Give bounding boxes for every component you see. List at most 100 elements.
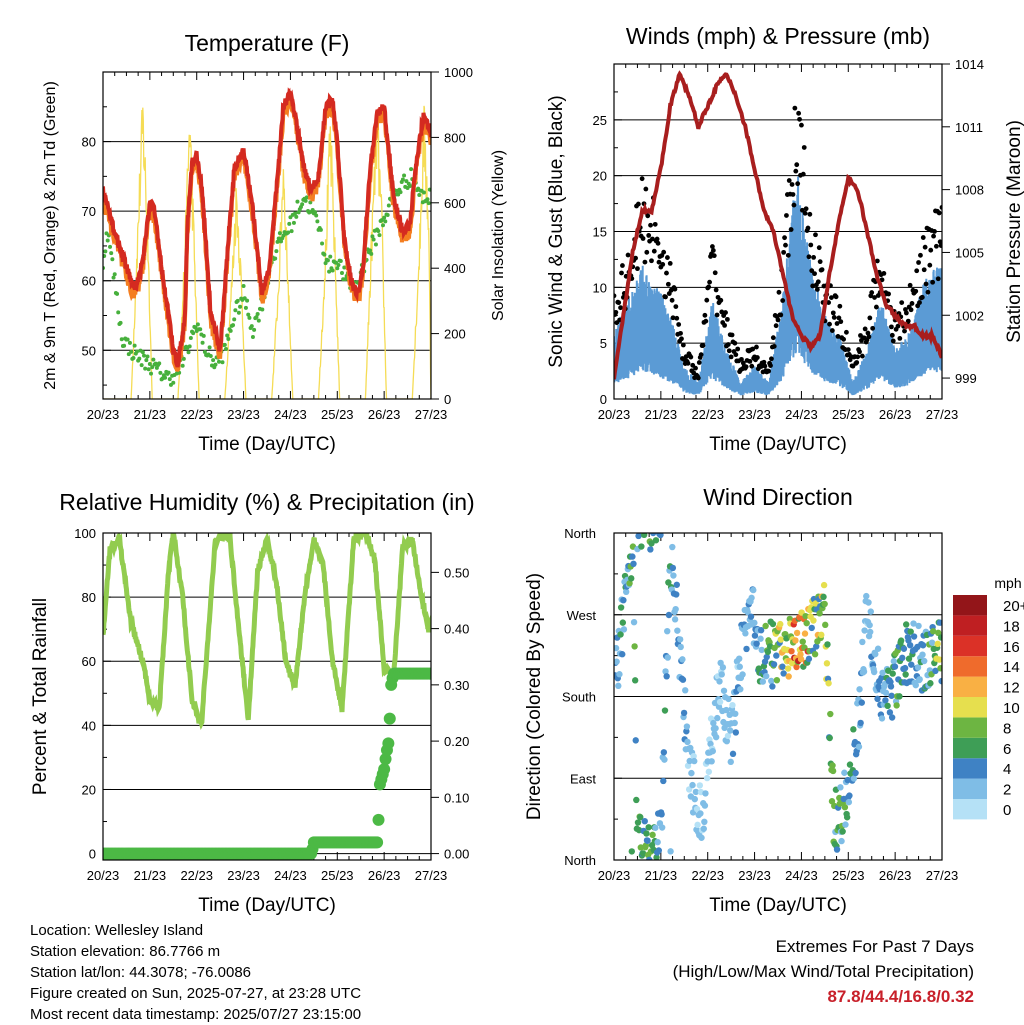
direction-point bbox=[764, 648, 772, 656]
gust-point bbox=[867, 315, 873, 321]
dewpoint-point bbox=[315, 219, 320, 224]
direction-point bbox=[683, 728, 690, 735]
dewpoint-point bbox=[216, 359, 221, 364]
dewpoint-point bbox=[276, 236, 281, 241]
x-axis-label: Time (Day/UTC) bbox=[198, 434, 336, 455]
gust-point bbox=[715, 294, 721, 300]
precip-point bbox=[379, 753, 392, 766]
direction-point bbox=[664, 654, 671, 661]
direction-point bbox=[897, 637, 905, 644]
direction-point bbox=[780, 670, 787, 677]
x-tick-label: 23/23 bbox=[227, 407, 260, 422]
direction-point bbox=[805, 655, 813, 663]
gust-point bbox=[635, 266, 640, 272]
gust-point bbox=[735, 346, 741, 352]
direction-point bbox=[614, 644, 620, 652]
gust-point bbox=[899, 300, 905, 306]
gust-point bbox=[780, 298, 786, 303]
gust-point bbox=[938, 243, 942, 248]
gust-point bbox=[806, 254, 812, 260]
gust-point bbox=[635, 201, 641, 207]
direction-point bbox=[901, 664, 909, 672]
dewpoint-point bbox=[139, 363, 144, 368]
dewpoint-point bbox=[151, 357, 156, 362]
direction-point bbox=[826, 734, 833, 742]
direction-point bbox=[673, 591, 680, 598]
y-axis-label: 2m & 9m T (Red, Orange) & 2m Td (Green) bbox=[42, 81, 59, 390]
humidity-plot-area bbox=[103, 533, 431, 860]
y2-tick-label: 0.50 bbox=[444, 565, 469, 580]
gust-point bbox=[654, 236, 660, 242]
direction-point bbox=[641, 817, 648, 825]
gust-point bbox=[781, 249, 787, 255]
dewpoint-point bbox=[296, 210, 301, 215]
direction-point bbox=[724, 732, 732, 740]
gust-point bbox=[922, 244, 928, 250]
direction-point bbox=[688, 769, 695, 777]
x-tick-label: 27/23 bbox=[926, 868, 959, 883]
gust-point bbox=[844, 329, 849, 335]
gust-point bbox=[933, 243, 939, 249]
chart-title: Temperature (F) bbox=[185, 30, 350, 56]
y2-tick-label: 1014 bbox=[955, 57, 984, 72]
y-tick-label: North bbox=[564, 853, 596, 868]
gust-point bbox=[845, 347, 851, 353]
direction-point bbox=[616, 671, 623, 678]
gust-point bbox=[660, 261, 666, 267]
legend-swatch bbox=[953, 635, 987, 657]
gust-point bbox=[785, 252, 791, 258]
direction-point bbox=[820, 581, 828, 589]
direction-point bbox=[640, 533, 648, 539]
direction-point bbox=[914, 664, 922, 671]
gust-point bbox=[857, 349, 862, 355]
direction-point bbox=[712, 725, 719, 732]
dewpoint-point bbox=[386, 203, 391, 208]
x-tick-label: 21/23 bbox=[134, 407, 167, 422]
direction-point bbox=[684, 738, 691, 746]
gust-point bbox=[790, 192, 796, 197]
gust-point bbox=[769, 356, 774, 362]
precip-point bbox=[424, 667, 431, 680]
gust-point bbox=[665, 255, 670, 260]
direction-point bbox=[910, 620, 917, 627]
dewpoint-point bbox=[132, 343, 137, 348]
gust-point bbox=[784, 213, 789, 218]
gust-point bbox=[655, 240, 661, 246]
direction-point bbox=[744, 608, 751, 616]
direction-point bbox=[841, 769, 848, 776]
gust-point bbox=[799, 122, 804, 128]
dewpoint-point bbox=[371, 237, 376, 242]
direction-point bbox=[677, 643, 684, 651]
gust-point bbox=[725, 342, 731, 347]
direction-point bbox=[720, 687, 728, 694]
gust-point bbox=[890, 338, 896, 344]
direction-point bbox=[727, 758, 734, 766]
dewpoint-point bbox=[238, 304, 243, 309]
y-axis-label: Percent & Total Rainfall bbox=[30, 598, 51, 795]
direction-point bbox=[886, 709, 894, 716]
gust-point bbox=[696, 360, 702, 365]
dewpoint-point bbox=[201, 333, 206, 338]
direction-point bbox=[631, 677, 639, 684]
dewpoint-point bbox=[180, 363, 185, 368]
direction-point bbox=[655, 847, 662, 854]
dewpoint-point bbox=[116, 310, 121, 315]
dewpoint-point bbox=[335, 266, 340, 271]
gust-point bbox=[620, 263, 625, 268]
gust-point bbox=[733, 352, 739, 358]
dewpoint-point bbox=[220, 360, 225, 365]
y2-tick-label: 0 bbox=[444, 392, 451, 407]
direction-point bbox=[827, 710, 834, 718]
direction-point bbox=[729, 750, 737, 758]
latest-timestamp: Most recent data timestamp: 2025/07/27 2… bbox=[30, 1006, 362, 1023]
x-tick-label: 23/23 bbox=[227, 868, 260, 883]
x-tick-label: 23/23 bbox=[738, 868, 771, 883]
speed-legend: mph 0 2 4 6 8 10 12 14 16 18 20+ bbox=[953, 575, 1024, 820]
x-tick-label: 23/23 bbox=[738, 407, 771, 422]
gust-point bbox=[815, 279, 821, 285]
gust-point bbox=[711, 253, 717, 259]
gust-point bbox=[889, 332, 895, 338]
direction-point bbox=[823, 660, 831, 667]
dewpoint-point bbox=[145, 354, 150, 359]
legend-swatch bbox=[953, 717, 987, 738]
